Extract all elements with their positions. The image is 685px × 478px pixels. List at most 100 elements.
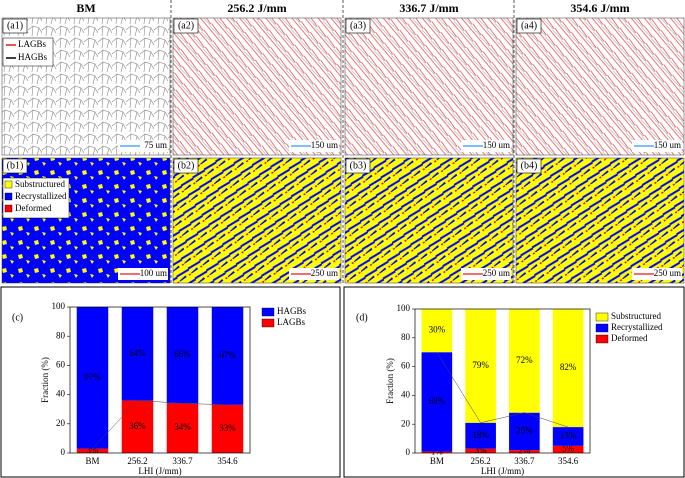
legend-label: HAGBs <box>18 52 48 62</box>
scale-box <box>118 140 168 152</box>
value-label: 64% <box>129 348 146 358</box>
legend-swatch <box>261 307 275 317</box>
x-tick-label: 256.2 <box>471 456 491 466</box>
column-header: BM <box>76 1 95 15</box>
legend-swatch <box>4 180 13 189</box>
bar-segment <box>465 309 496 423</box>
bar-segment <box>509 309 540 413</box>
bar-segment <box>552 427 584 446</box>
bar-segment <box>76 307 109 449</box>
micrograph <box>172 17 342 156</box>
scale-label: 150 um <box>483 140 510 150</box>
label-box <box>345 158 371 174</box>
value-label: 72% <box>516 355 533 365</box>
x-tick-label: 354.6 <box>558 456 579 466</box>
x-axis-label: LHI (J/mm) <box>138 466 181 476</box>
plot-frame <box>414 308 591 454</box>
value-label: 2% <box>518 446 531 456</box>
bar-segment <box>552 445 584 453</box>
legend-swatch <box>4 192 13 201</box>
label-box <box>345 18 371 34</box>
value-label: 79% <box>472 360 489 370</box>
scale-label: 250 um <box>654 268 681 278</box>
scale-label: 150 um <box>311 140 338 150</box>
bar-segment <box>465 448 496 453</box>
value-label: 82% <box>560 362 577 372</box>
legend-label: Deformed <box>611 333 648 343</box>
micrograph <box>515 157 685 284</box>
scale-box <box>632 140 682 152</box>
y-tick-label: 60 <box>401 361 411 371</box>
panel-label: (a4) <box>521 20 537 31</box>
plot-frame <box>69 306 251 454</box>
legend-label: Substructured <box>611 311 661 321</box>
label-box <box>516 158 542 174</box>
panel-label: (a2) <box>178 20 194 31</box>
bar-segment <box>211 404 244 453</box>
label-box <box>2 158 28 174</box>
y-tick-label: 80 <box>401 332 411 342</box>
bar-segment <box>509 450 540 453</box>
bar-segment <box>421 309 453 353</box>
micrograph <box>344 157 514 284</box>
value-label: 34% <box>174 422 191 432</box>
y-tick-label: 0 <box>406 447 411 457</box>
y-tick-label: 40 <box>56 389 66 399</box>
value-label: 97% <box>84 372 101 382</box>
scale-box <box>289 140 339 152</box>
legend-label: LAGBs <box>18 39 46 49</box>
x-tick-label: BM <box>85 456 99 466</box>
panel-label: (a1) <box>7 20 23 31</box>
scale-box <box>632 268 682 280</box>
legend-box <box>2 177 70 219</box>
value-label: 13% <box>560 431 577 441</box>
x-tick-label: 336.7 <box>172 456 193 466</box>
panel-label: (c) <box>12 312 23 323</box>
panel-label: (b3) <box>350 160 367 171</box>
panel-label: (d) <box>356 312 368 323</box>
value-label: 66% <box>174 349 191 359</box>
panel-frame <box>343 286 685 478</box>
y-tick-label: 20 <box>401 418 411 428</box>
bar-segment <box>121 307 154 401</box>
legend-label: Deformed <box>15 203 52 213</box>
legend-label: Recrystallized <box>611 322 663 332</box>
label-box <box>2 18 28 34</box>
connector <box>436 352 569 428</box>
legend-swatch <box>4 204 13 213</box>
y-tick-label: 60 <box>56 359 66 369</box>
micrograph <box>172 157 342 284</box>
scale-box <box>461 140 511 152</box>
scale-label: 75 um <box>144 140 167 150</box>
x-tick-label: BM <box>430 456 444 466</box>
bar-segment <box>166 307 199 404</box>
legend-swatch <box>595 323 609 333</box>
micrograph <box>1 157 171 284</box>
x-tick-label: 256.2 <box>127 456 147 466</box>
scale-box <box>289 268 339 280</box>
micrograph <box>344 17 514 156</box>
micrograph <box>515 17 685 156</box>
bar-segment <box>166 403 199 453</box>
scale-label: 150 um <box>654 140 681 150</box>
legend-box <box>2 37 54 67</box>
scale-label: 100 um <box>140 268 167 278</box>
value-label: 36% <box>129 421 146 431</box>
panel-label: (b4) <box>521 160 538 171</box>
scale-box <box>461 268 511 280</box>
value-label: 3% <box>87 445 100 455</box>
legend-swatch <box>261 318 275 328</box>
value-label: 26% <box>516 425 533 435</box>
scale-box <box>118 268 168 280</box>
connector <box>92 400 228 449</box>
value-label: 33% <box>219 423 236 433</box>
panel-frame <box>0 286 341 478</box>
y-axis-label: Fraction (%) <box>40 357 50 403</box>
y-axis-label: Fraction (%) <box>385 358 395 404</box>
bar-segment <box>552 309 584 428</box>
bar-segment <box>509 412 540 451</box>
label-box <box>173 158 199 174</box>
legend-label: Recrystallized <box>15 191 67 201</box>
y-tick-label: 20 <box>56 418 66 428</box>
bar-segment <box>121 400 154 453</box>
